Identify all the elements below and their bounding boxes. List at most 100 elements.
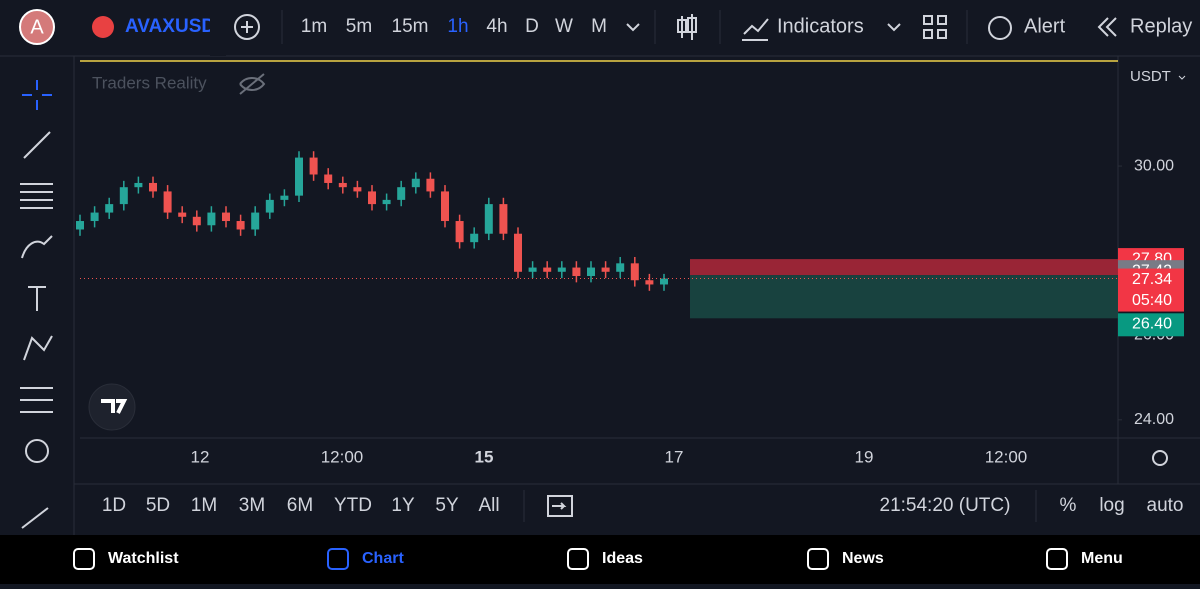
nav-item[interactable]: Watchlist [108,550,179,567]
last-price-bg [1118,268,1184,312]
range-button[interactable]: YTD [334,495,372,516]
interval[interactable]: M [591,16,607,37]
layout-icon[interactable] [923,15,947,39]
candle-body [105,204,114,213]
candle-body [222,212,230,222]
candle-body [455,221,464,243]
interval[interactable]: W [555,16,573,37]
candle-body [368,191,376,205]
interval[interactable]: 5m [346,16,372,37]
candle-body [616,263,625,272]
indicators-icon [742,18,769,41]
range-button[interactable]: 1Y [391,495,415,516]
candle-body [543,267,552,272]
interval[interactable]: 15m [392,16,429,37]
candle-body [280,195,289,200]
candle-body [338,182,347,188]
scale-button[interactable]: auto [1147,495,1184,516]
candle-body [557,267,566,272]
candle-body [630,263,639,281]
crosshair-tool[interactable] [22,80,52,110]
candle-body [484,204,493,234]
interval[interactable]: 1h [447,16,468,37]
chevron[interactable] [887,23,901,32]
countdown: 05:40 [1132,292,1172,309]
prediction-tool[interactable] [20,387,53,413]
indicator-label: Traders Reality [92,73,207,92]
alert-icon [988,16,1012,40]
stop-zone [690,275,1118,319]
candle-body [149,182,157,192]
candle-body [441,191,449,222]
y-tick-label: 30.00 [1134,157,1174,174]
interval[interactable]: 4h [486,16,507,37]
hide-icon[interactable] [239,73,266,95]
candle-body [236,221,245,230]
fib-tool[interactable] [20,183,53,209]
nav-icon [1046,548,1068,570]
interval[interactable]: 1m [301,16,327,37]
candle-body [119,187,128,205]
alert[interactable]: Alert [1024,15,1066,37]
x-tick-label: 12:00 [985,447,1028,466]
scale-button[interactable]: log [1099,495,1124,516]
clock: 21:54:20 (UTC) [880,495,1011,516]
scale-button[interactable]: % [1060,495,1077,516]
symbol-icon [92,16,114,38]
range-button[interactable]: 3M [239,495,265,516]
stop-label: 26.40 [1132,316,1172,333]
candle-body [645,280,654,285]
add-icon[interactable] [234,14,260,40]
candle-body [295,157,303,196]
nav-icon [567,548,589,570]
candle-body [470,233,479,243]
candles-icon[interactable] [677,14,697,40]
trendline-tool[interactable] [23,131,51,159]
symbol[interactable]: AVAXUSD [125,16,215,37]
settings-icon[interactable] [1152,450,1168,466]
nav-item[interactable]: Ideas [602,550,643,567]
nav-icon [807,548,829,570]
candle-body [309,157,318,175]
add-icon [241,21,253,33]
candle-body [514,233,522,272]
range-button[interactable]: 6M [287,495,313,516]
nav-item[interactable]: Menu [1081,550,1123,567]
range-button[interactable]: 1M [191,495,217,516]
nav-item[interactable]: News [842,550,884,567]
emoji-tool[interactable] [25,439,49,463]
brush-tool[interactable] [21,235,53,259]
range-button[interactable]: 5D [146,495,170,516]
nav-item[interactable]: Chart [362,550,404,567]
candle-body [601,267,610,272]
currency[interactable]: USDT [1130,68,1171,85]
candle-body [572,267,581,277]
range-button[interactable]: 5Y [435,495,459,516]
candle-body [163,191,172,213]
candle-body [324,174,333,183]
candle-body [192,216,201,226]
range-button[interactable]: All [478,495,499,516]
replay-icon [1097,17,1117,37]
range-button[interactable]: 1D [102,495,126,516]
nav-icon [327,548,349,570]
interval[interactable]: D [525,16,539,37]
ruler-tool[interactable] [21,507,49,529]
candle-body [353,187,362,192]
candle-body [499,204,508,234]
candle-body [426,178,435,192]
pattern-tool[interactable] [23,335,53,361]
indicators[interactable]: Indicators [777,15,864,37]
chevron[interactable] [626,23,640,32]
x-tick-label: 19 [855,447,874,466]
nav-bar [0,535,1200,584]
avatar[interactable] [19,9,55,45]
candle-body [134,182,143,188]
candle-body [207,212,216,226]
text-tool[interactable] [28,286,46,311]
x-tick-label: 12:00 [321,447,364,466]
goto-icon[interactable] [547,495,573,517]
candle-body [411,178,420,188]
replay[interactable]: Replay [1130,15,1192,37]
